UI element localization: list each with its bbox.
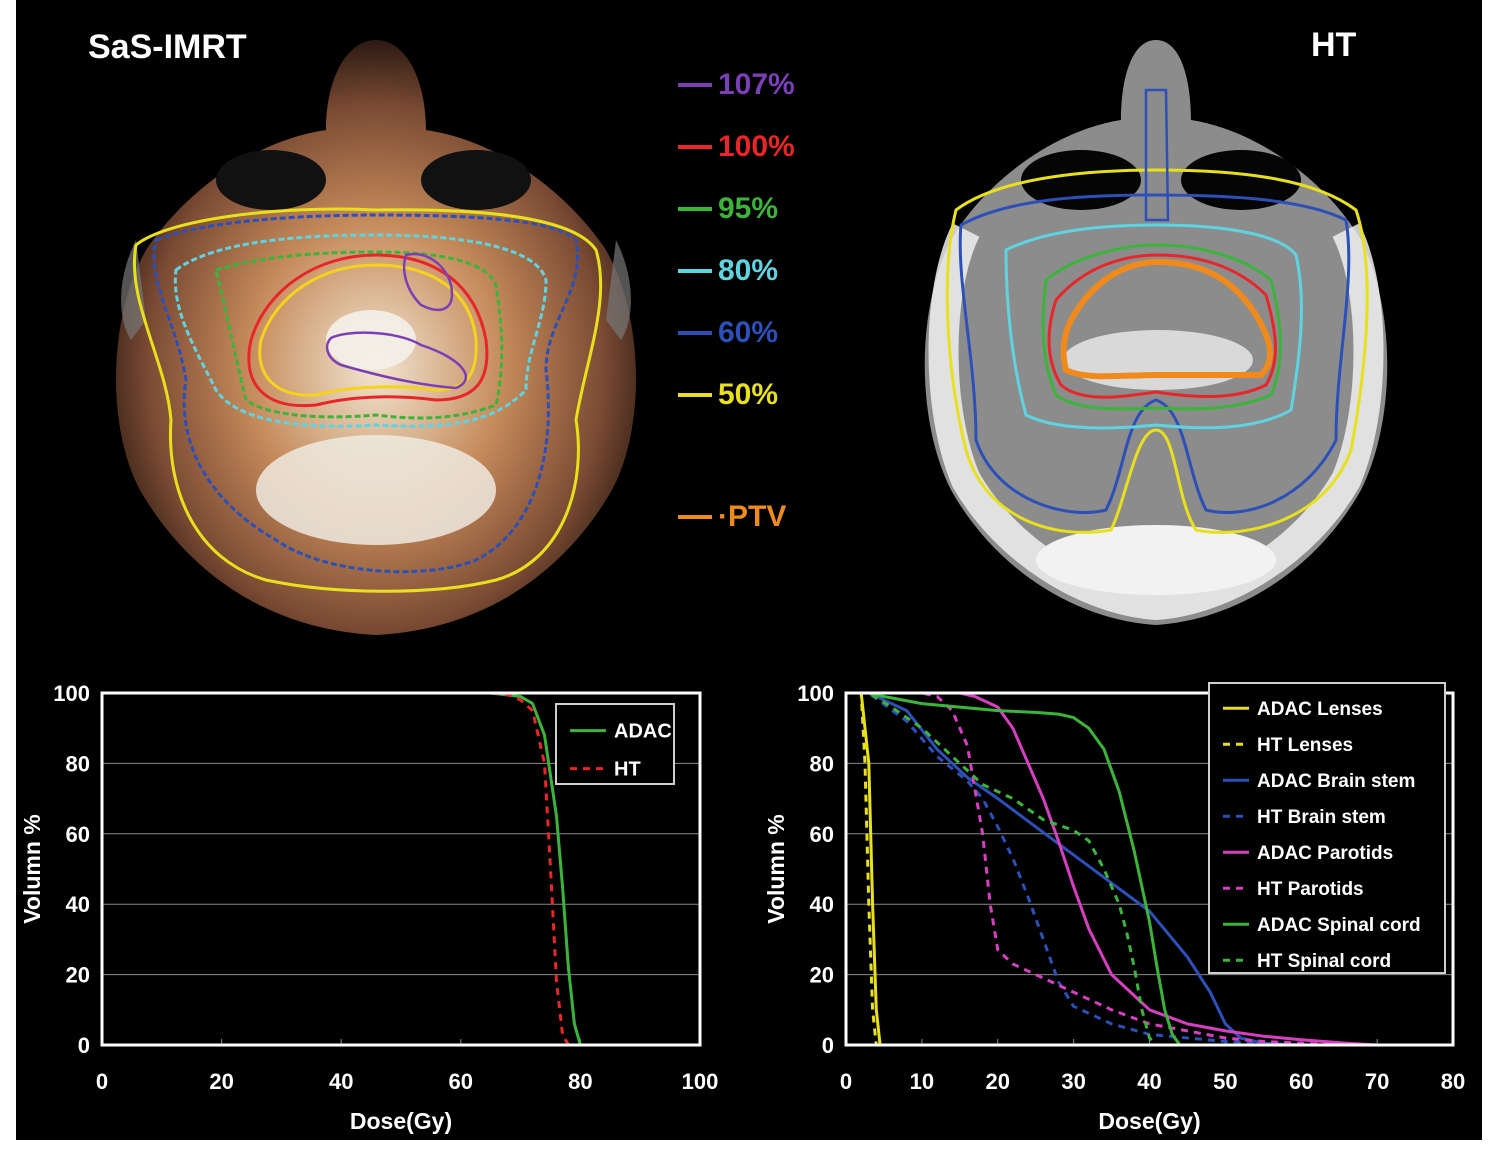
x-tick-label: 70: [1365, 1069, 1389, 1094]
isodose-label: 107%: [718, 68, 795, 101]
x-tick-label: 20: [986, 1069, 1010, 1094]
series-line: [846, 691, 1378, 1047]
isodose-swatch: [678, 393, 712, 397]
x-tick-label: 40: [329, 1069, 353, 1094]
legend-box: [555, 703, 675, 785]
y-axis-label: Volumn %: [19, 814, 45, 923]
y-tick-label: 100: [797, 681, 834, 706]
x-tick-label: 40: [1137, 1069, 1161, 1094]
legend-label: ADAC: [614, 721, 672, 743]
isodose-legend: 107% 100% 95% 80% 60% 50% ·PTV: [678, 68, 838, 558]
y-tick-label: 40: [66, 892, 90, 917]
x-tick-label: 80: [1441, 1069, 1465, 1094]
series-line: [846, 691, 1340, 1047]
legend-label: ADAC Brain stem: [1257, 771, 1415, 792]
isodose-label: ·PTV: [718, 500, 787, 533]
legend-label: HT Spinal cord: [1257, 951, 1391, 972]
x-axis-label: Dose(Gy): [350, 1108, 452, 1134]
x-tick-label: 0: [840, 1069, 852, 1094]
y-tick-label: 20: [66, 963, 90, 988]
legend-label: HT Parotids: [1257, 879, 1364, 900]
y-tick-label: 80: [66, 751, 90, 776]
isodose-legend-item: 107%: [678, 68, 795, 102]
isodose-swatch: [678, 145, 712, 149]
legend-label: ADAC Lenses: [1257, 699, 1383, 720]
y-tick-label: 40: [810, 892, 834, 917]
y-tick-label: 20: [810, 963, 834, 988]
series-line: [846, 691, 1453, 1047]
x-tick-label: 60: [449, 1069, 473, 1094]
y-tick-label: 60: [66, 822, 90, 847]
isodose-swatch: [678, 515, 712, 519]
x-tick-label: 60: [1289, 1069, 1313, 1094]
x-tick-label: 100: [682, 1069, 719, 1094]
isodose-label: 95%: [718, 192, 779, 225]
figure-frame: SaS-IMRT HT 107% 100% 95% 80% 60% 50% ·PTV 0 20…: [16, 0, 1482, 1140]
y-tick-label: 0: [822, 1033, 834, 1058]
isodose-legend-item: 100%: [678, 130, 795, 164]
isodose-swatch: [678, 331, 712, 335]
legend-label: HT Brain stem: [1257, 807, 1386, 828]
isodose-legend-item: 50%: [678, 378, 778, 412]
x-axis-label: Dose(Gy): [1098, 1108, 1200, 1134]
isodose-legend-item: 80%: [678, 254, 778, 288]
isodose-swatch: [678, 269, 712, 273]
series-line: [846, 691, 1453, 1047]
x-tick-label: 80: [568, 1069, 592, 1094]
isodose-label: 60%: [718, 316, 779, 349]
dvh-chart-right: 0 20 40 60 80 100 0 10 20 30 40 50 60 70 80 Dose(Gy) Vol…: [763, 681, 1465, 1134]
legend-label: HT: [614, 759, 641, 781]
x-tick-label: 10: [910, 1069, 934, 1094]
ct-image-sas-imrt: [116, 40, 636, 635]
isodose-legend-item: 95%: [678, 192, 778, 226]
y-axis-label: Volumn %: [763, 814, 789, 923]
dvh-chart-left: 0 20 40 60 80 100 0 20 40 60 80 100 Dose(Gy) Volumn %…: [19, 681, 719, 1134]
legend-label: HT Lenses: [1257, 735, 1353, 756]
series-line: [846, 691, 1302, 1047]
y-tick-label: 80: [810, 751, 834, 776]
right-panel-title: HT: [1311, 26, 1357, 64]
x-tick-label: 20: [209, 1069, 233, 1094]
y-tick-label: 60: [810, 822, 834, 847]
isodose-label: 100%: [718, 130, 795, 163]
isodose-legend-item: ·PTV: [678, 500, 786, 534]
isodose-swatch: [678, 207, 712, 211]
plot-border: [100, 691, 702, 1047]
y-tick-label: 100: [53, 681, 90, 706]
plot-border: [844, 691, 1455, 1047]
isodose-label: 50%: [718, 378, 779, 411]
x-tick-label: 30: [1061, 1069, 1085, 1094]
isodose-label: 80%: [718, 254, 779, 287]
isodose-swatch: [678, 83, 712, 87]
left-panel-title: SaS-IMRT: [88, 28, 247, 66]
x-tick-label: 0: [96, 1069, 108, 1094]
ct-image-ht: [924, 40, 1388, 625]
y-tick-label: 0: [78, 1033, 90, 1058]
isodose-legend-item: 60%: [678, 316, 778, 350]
x-tick-label: 50: [1213, 1069, 1237, 1094]
legend-label: ADAC Spinal cord: [1257, 915, 1421, 936]
legend-label: ADAC Parotids: [1257, 843, 1393, 864]
